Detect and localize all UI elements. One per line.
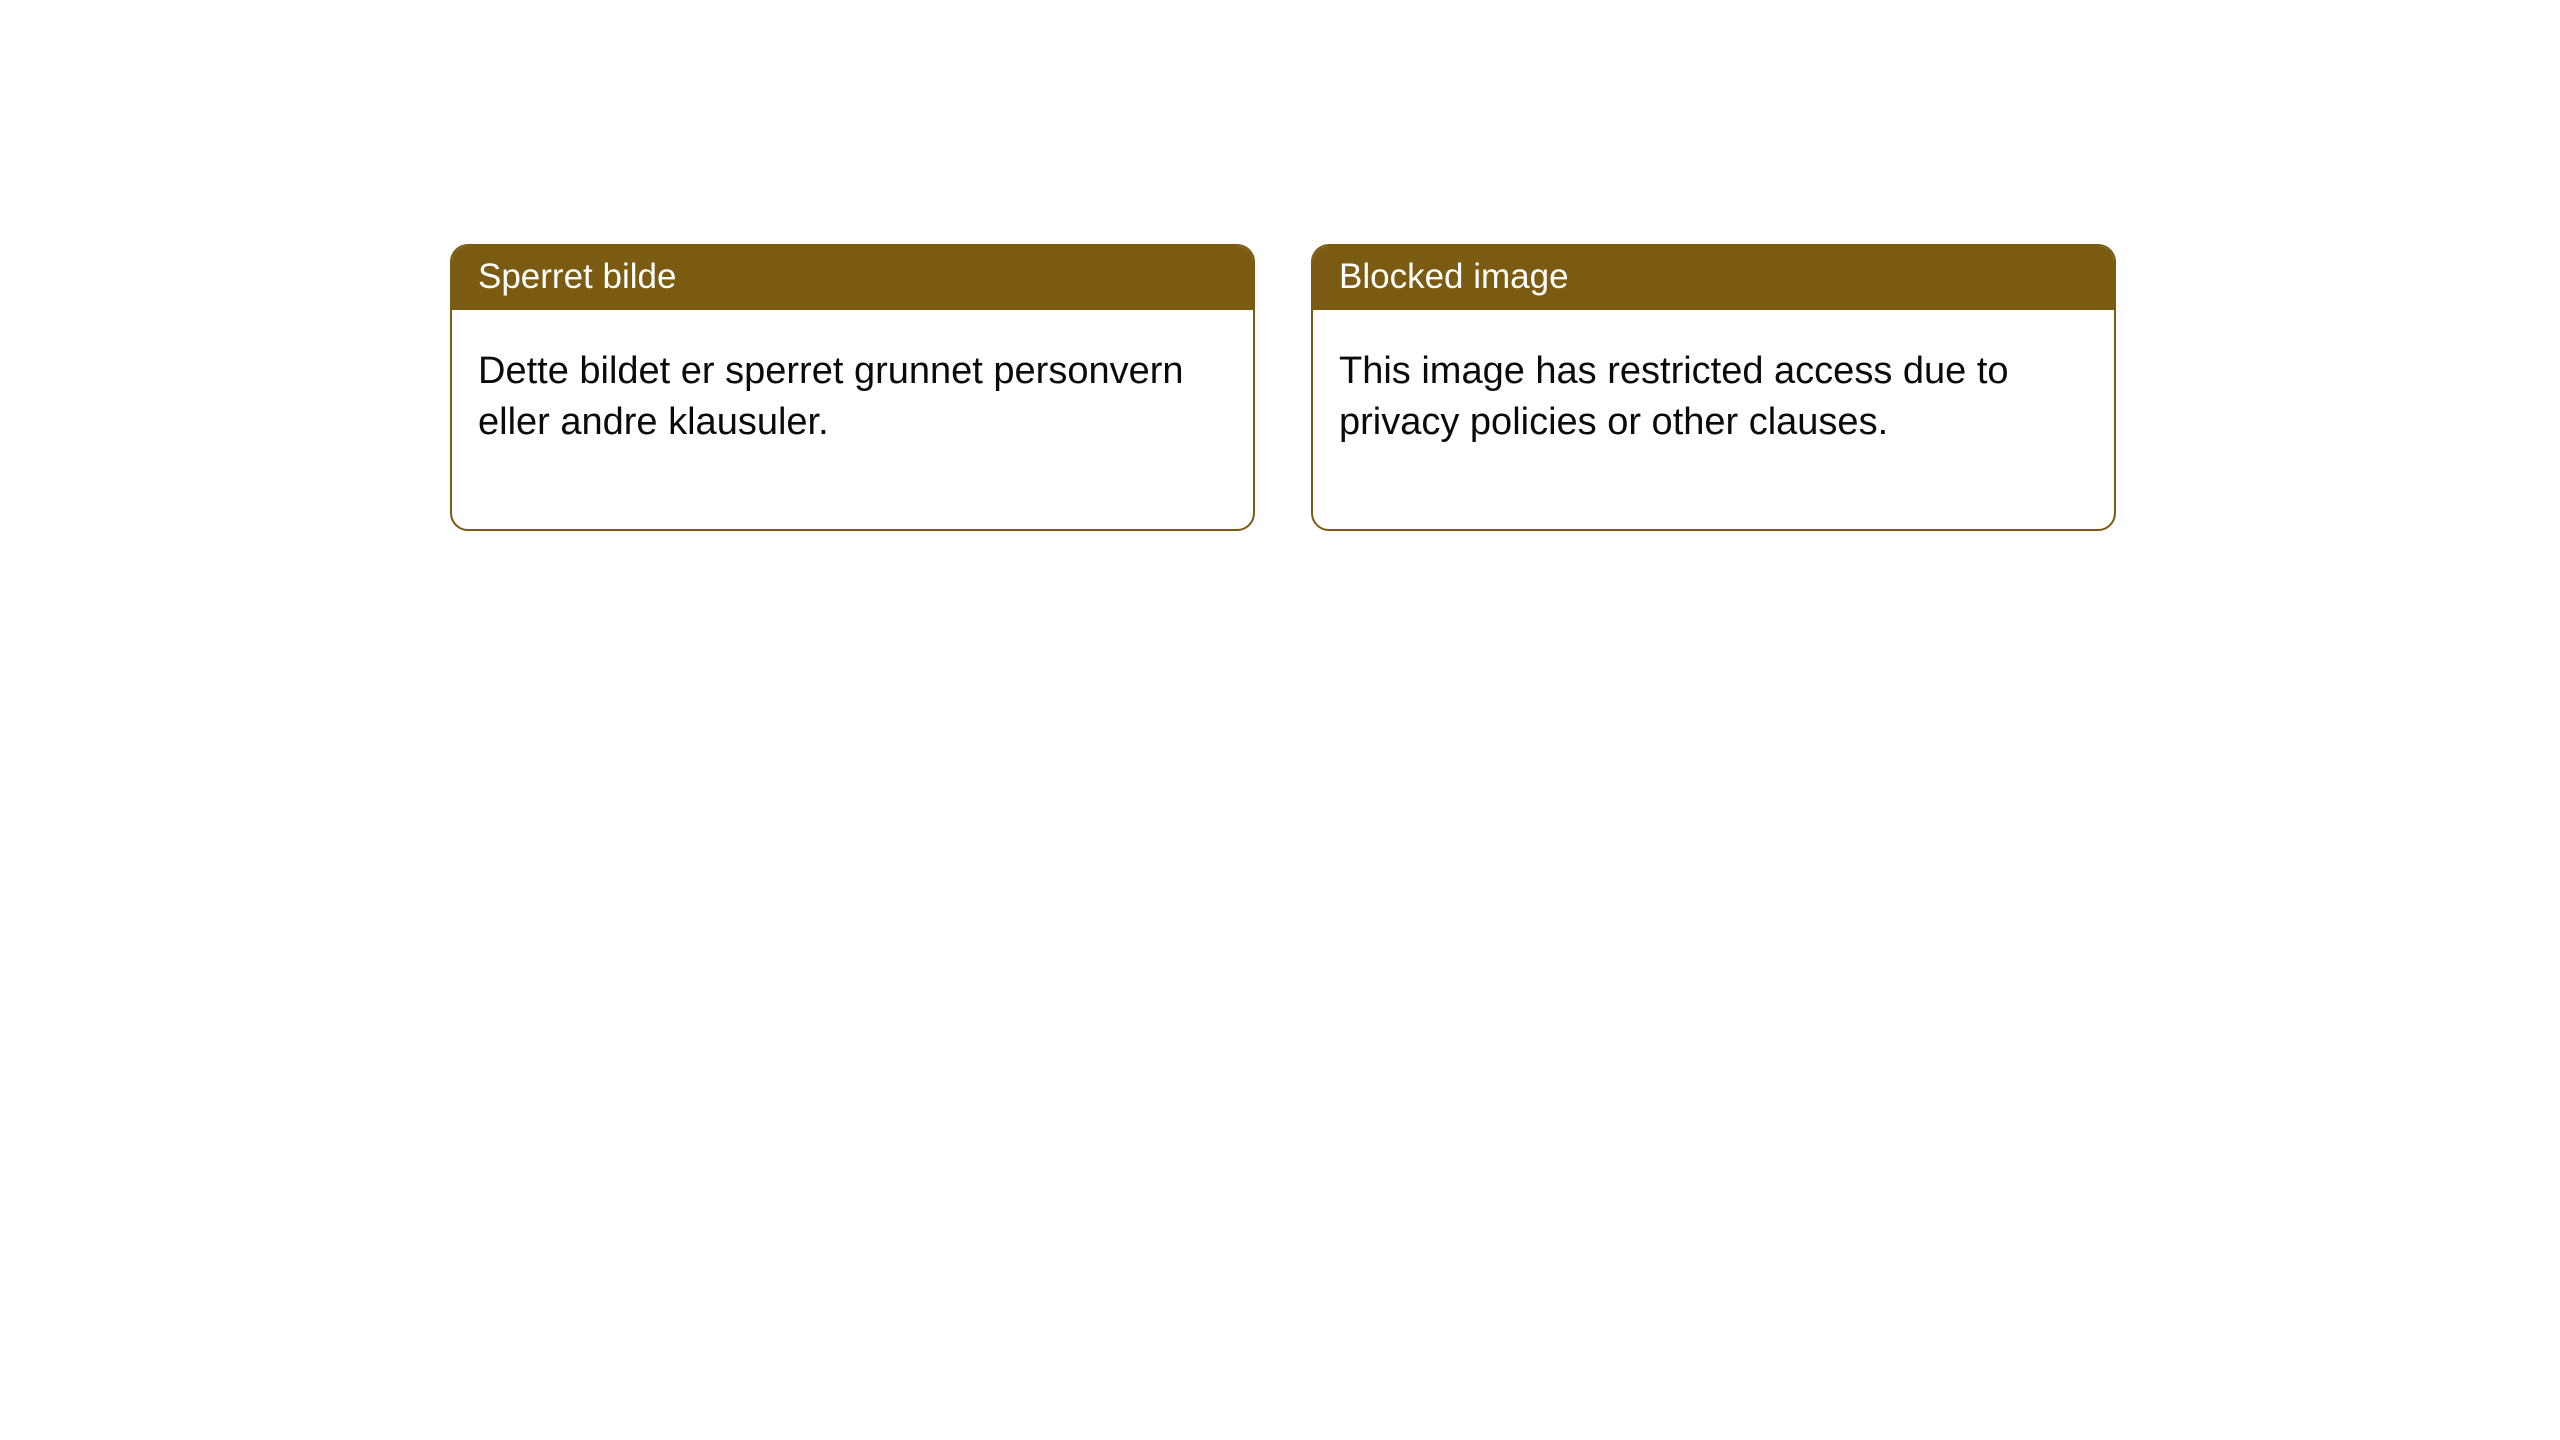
notice-body: Dette bildet er sperret grunnet personve…: [452, 310, 1253, 529]
notice-header: Blocked image: [1313, 246, 2114, 310]
notice-container: Sperret bilde Dette bildet er sperret gr…: [450, 244, 2116, 531]
notice-box-english: Blocked image This image has restricted …: [1311, 244, 2116, 531]
notice-body: This image has restricted access due to …: [1313, 310, 2114, 529]
notice-box-norwegian: Sperret bilde Dette bildet er sperret gr…: [450, 244, 1255, 531]
notice-header: Sperret bilde: [452, 246, 1253, 310]
